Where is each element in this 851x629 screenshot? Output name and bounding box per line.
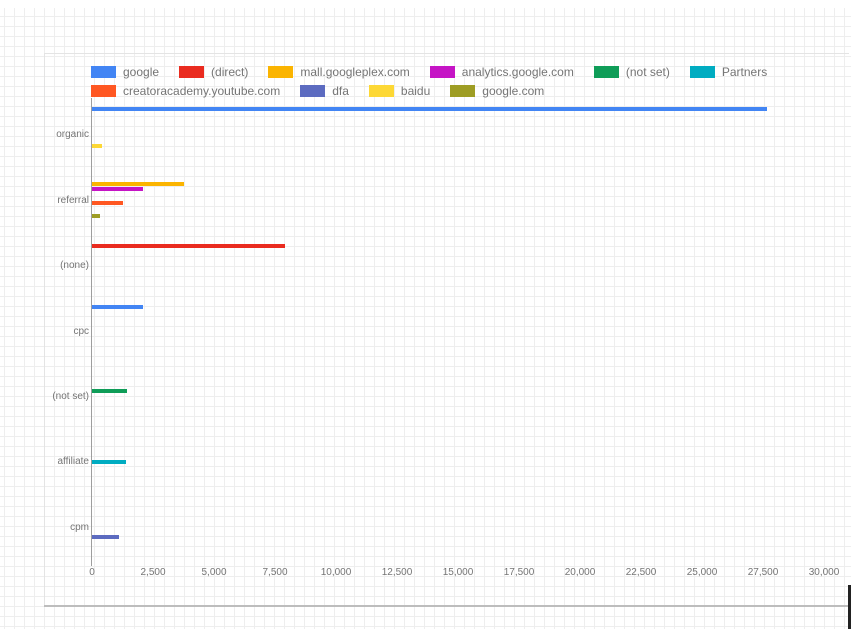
legend-item-dfa[interactable]: dfa — [300, 84, 349, 98]
legend-item-partners[interactable]: Partners — [689, 64, 768, 79]
legend-swatch — [179, 65, 205, 78]
legend-label: (not set) — [625, 64, 670, 79]
legend-swatch — [300, 84, 326, 97]
y-axis-line — [91, 98, 92, 566]
legend-swatch — [91, 65, 116, 78]
legend-item-not-set[interactable]: (not set) — [593, 64, 670, 79]
legend-label: baidu — [400, 83, 431, 98]
legend-item-creatoracademy[interactable]: creatoracademy.youtube.com — [91, 84, 280, 98]
window-edge — [848, 585, 851, 629]
x-tick: 0 — [89, 567, 95, 578]
legend-item-baidu[interactable]: baidu — [368, 83, 431, 98]
category-label-organic: organic — [56, 129, 89, 140]
legend-swatch — [268, 65, 294, 78]
legend-swatch — [450, 84, 476, 97]
x-tick: 7,500 — [262, 567, 288, 578]
bar-not-set-not-set[interactable] — [92, 389, 127, 393]
category-label-cpc: cpc — [73, 326, 89, 337]
bar-referral-google-com[interactable] — [92, 214, 100, 218]
legend-swatch — [593, 65, 619, 78]
legend-swatch — [429, 65, 455, 78]
x-tick: 17,500 — [503, 567, 535, 578]
bar-referral-creatoracademy[interactable] — [92, 201, 123, 205]
bar-organic-google[interactable] — [92, 107, 767, 111]
legend-item-google[interactable]: google — [91, 65, 159, 79]
legend-label: Partners — [721, 64, 768, 79]
chart-card-bottom-border — [44, 605, 848, 607]
category-label-none: (none) — [60, 260, 89, 271]
x-tick: 22,500 — [625, 567, 657, 578]
legend-item-google-com[interactable]: google.com — [450, 84, 544, 98]
x-tick: 25,000 — [686, 567, 718, 578]
category-label-affiliate: affiliate — [57, 456, 89, 467]
bar-referral-analytics[interactable] — [92, 187, 143, 191]
legend-label: mall.googleplex.com — [300, 64, 410, 79]
legend-row-2: creatoracademy.youtube.com dfa baidu goo… — [91, 81, 831, 100]
x-tick: 10,000 — [320, 567, 352, 578]
legend-swatch — [368, 84, 394, 97]
legend-swatch — [689, 65, 715, 78]
legend-row-1: google (direct) mall.googleplex.com anal… — [91, 62, 831, 81]
legend-item-analytics[interactable]: analytics.google.com — [429, 64, 574, 79]
x-tick: 30,000 — [808, 567, 840, 578]
category-label-referral: referral — [57, 195, 89, 206]
bar-cpm-dfa[interactable] — [92, 535, 119, 539]
x-tick: 12,500 — [381, 567, 413, 578]
legend-item-direct[interactable]: (direct) — [179, 65, 248, 79]
bar-none-direct[interactable] — [92, 244, 285, 248]
bar-referral-mall-googleplex[interactable] — [92, 182, 184, 186]
x-tick: 27,500 — [747, 567, 779, 578]
x-tick: 2,500 — [140, 567, 166, 578]
category-label-not-set: (not set) — [52, 391, 89, 402]
x-tick: 15,000 — [442, 567, 474, 578]
legend-swatch — [91, 84, 116, 97]
legend-label: creatoracademy.youtube.com — [123, 83, 281, 98]
legend-item-mall-googleplex[interactable]: mall.googleplex.com — [268, 64, 410, 79]
legend-label: analytics.google.com — [461, 64, 574, 79]
chart-legend: google (direct) mall.googleplex.com anal… — [91, 62, 831, 100]
legend-label: google.com — [482, 83, 545, 98]
legend-label: dfa — [332, 83, 349, 98]
top-margin — [0, 0, 851, 8]
x-tick: 20,000 — [564, 567, 596, 578]
category-label-cpm: cpm — [70, 522, 89, 533]
legend-label: (direct) — [211, 64, 249, 79]
x-tick: 5,000 — [201, 567, 227, 578]
bar-organic-baidu[interactable] — [92, 144, 102, 148]
chart-card — [44, 53, 849, 607]
legend-label: google — [123, 64, 160, 79]
bar-affiliate-partners[interactable] — [92, 460, 126, 464]
bar-cpc-google[interactable] — [92, 305, 143, 309]
